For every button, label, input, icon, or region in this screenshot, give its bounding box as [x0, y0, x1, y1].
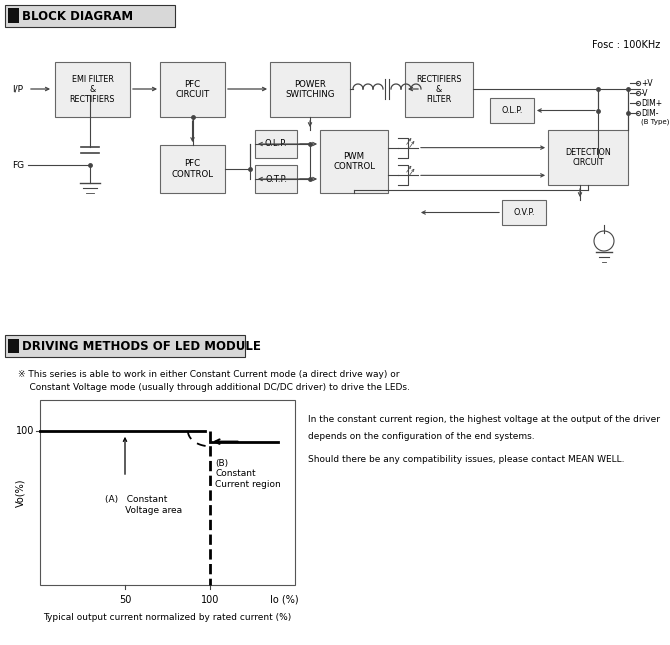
Text: (B Type): (B Type) [641, 119, 669, 125]
Text: 100: 100 [201, 595, 219, 605]
Bar [5, 335, 245, 357]
Text: ※ This series is able to work in either Constant Current mode (a direct drive wa: ※ This series is able to work in either … [18, 370, 399, 379]
Text: In the constant current region, the highest voltage at the output of the driver: In the constant current region, the high… [308, 415, 660, 424]
Bar [255, 165, 297, 193]
Bar [5, 5, 175, 27]
Bar [55, 62, 130, 117]
Text: RECTIFIERS
&
FILTER: RECTIFIERS & FILTER [416, 75, 462, 104]
Text: +V: +V [641, 79, 653, 88]
Text: DETECTION
CIRCUIT: DETECTION CIRCUIT [565, 148, 611, 167]
Bar [40, 400, 295, 585]
Bar [8, 339, 19, 353]
Text: O.L.P.: O.L.P. [265, 139, 287, 148]
Text: DIM-: DIM- [641, 108, 659, 117]
Bar [548, 130, 628, 185]
Text: PWM
CONTROL: PWM CONTROL [333, 152, 375, 171]
Text: EMI FILTER
&
RECTIFIERS: EMI FILTER & RECTIFIERS [70, 75, 115, 104]
Text: DIM+: DIM+ [641, 99, 662, 108]
Text: I/P: I/P [12, 84, 23, 94]
Bar [320, 130, 388, 193]
Bar [160, 145, 225, 193]
Text: FG: FG [12, 161, 24, 170]
Text: Fosc : 100KHz: Fosc : 100KHz [592, 40, 660, 50]
Text: 50: 50 [119, 595, 131, 605]
Bar [8, 8, 19, 23]
Text: (B)
Constant
Current region: (B) Constant Current region [215, 459, 281, 489]
Text: (A)   Constant
       Voltage area: (A) Constant Voltage area [105, 495, 182, 515]
Text: Typical output current normalized by rated current (%): Typical output current normalized by rat… [44, 613, 291, 622]
Text: Constant Voltage mode (usually through additional DC/DC driver) to drive the LED: Constant Voltage mode (usually through a… [18, 383, 410, 392]
Text: POWER
SWITCHING: POWER SWITCHING [285, 80, 335, 99]
Text: -V: -V [641, 88, 649, 97]
Bar [405, 62, 473, 117]
Text: Io (%): Io (%) [269, 595, 298, 605]
Text: O.L.P.: O.L.P. [501, 106, 523, 115]
Text: PFC
CIRCUIT: PFC CIRCUIT [176, 80, 210, 99]
Text: Should there be any compatibility issues, please contact MEAN WELL.: Should there be any compatibility issues… [308, 455, 624, 464]
Text: O.T.P.: O.T.P. [265, 175, 287, 183]
Bar [160, 62, 225, 117]
Bar [502, 200, 546, 225]
Text: O.V.P.: O.V.P. [513, 208, 535, 217]
Text: Vo(%): Vo(%) [15, 478, 25, 507]
Bar [490, 98, 534, 123]
Text: PFC
CONTROL: PFC CONTROL [172, 159, 214, 179]
Text: DRIVING METHODS OF LED MODULE: DRIVING METHODS OF LED MODULE [22, 339, 261, 353]
Text: BLOCK DIAGRAM: BLOCK DIAGRAM [22, 10, 133, 23]
Bar [270, 62, 350, 117]
Text: 100: 100 [15, 426, 34, 436]
Text: depends on the configuration of the end systems.: depends on the configuration of the end … [308, 432, 535, 441]
Bar [255, 130, 297, 158]
